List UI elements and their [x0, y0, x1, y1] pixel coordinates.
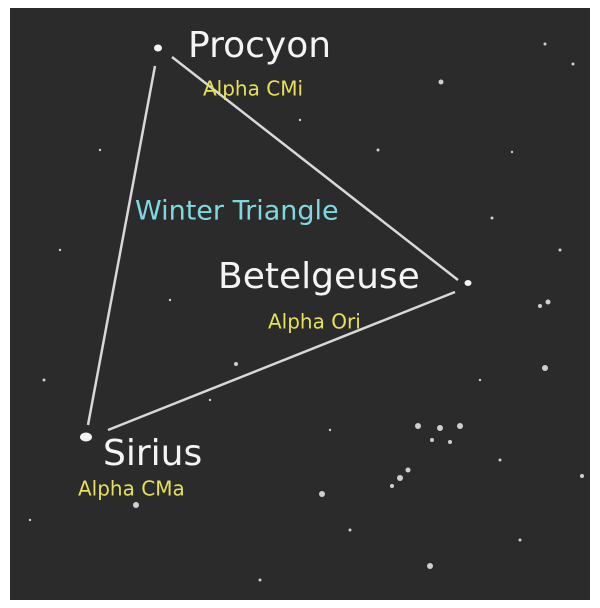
star-name: Betelgeuse	[218, 256, 420, 297]
star-chart: Procyon Alpha CMi Winter Triangle Betelg…	[0, 0, 600, 608]
star	[465, 280, 472, 286]
star-name: Sirius	[103, 433, 202, 474]
page: {"asterism": "Winter Triangle", "stars":…	[0, 0, 600, 608]
star-designation: Alpha CMi	[203, 77, 303, 101]
star	[80, 433, 92, 442]
star	[154, 45, 162, 52]
star-designation: Alpha Ori	[268, 310, 361, 334]
asterism-label: Winter Triangle	[135, 196, 339, 227]
star-name: Procyon	[188, 25, 331, 66]
star-designation: Alpha CMa	[78, 477, 185, 501]
